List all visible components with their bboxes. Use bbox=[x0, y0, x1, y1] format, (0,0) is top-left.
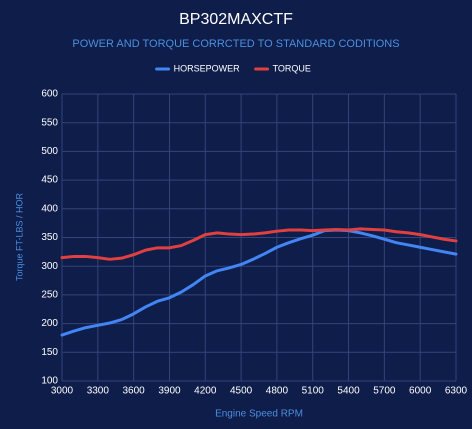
y-tick-label: 150 bbox=[41, 347, 58, 358]
y-tick-label: 250 bbox=[41, 290, 58, 301]
x-tick-label: 3300 bbox=[87, 386, 110, 397]
legend-label: HORSEPOWER bbox=[174, 63, 241, 73]
series-line bbox=[60, 228, 458, 337]
y-tick-label: 300 bbox=[41, 261, 58, 272]
legend-label: TORQUE bbox=[273, 63, 311, 73]
x-tick-label: 5700 bbox=[373, 386, 396, 397]
y-axis-label: Torque FT-LBS / HOR bbox=[14, 192, 24, 281]
y-tick-label: 550 bbox=[41, 117, 58, 128]
y-tick-label: 100 bbox=[41, 376, 58, 387]
series-line bbox=[60, 227, 458, 261]
x-tick-label: 6000 bbox=[409, 386, 432, 397]
y-tick-label: 350 bbox=[41, 232, 58, 243]
x-tick-label: 6300 bbox=[445, 386, 468, 397]
x-tick-label: 4800 bbox=[266, 386, 289, 397]
x-tick-label: 3900 bbox=[158, 386, 181, 397]
chart-subtitle: POWER AND TORQUE CORRCTED TO STANDARD CO… bbox=[72, 38, 399, 50]
chart-title: BP302MAXCTF bbox=[179, 11, 293, 28]
x-tick-label: 5100 bbox=[302, 386, 325, 397]
x-tick-label: 4500 bbox=[230, 386, 253, 397]
x-tick-label: 4200 bbox=[194, 386, 217, 397]
x-tick-label: 5400 bbox=[337, 386, 360, 397]
x-axis-label: Engine Speed RPM bbox=[215, 409, 303, 420]
y-tick-label: 200 bbox=[41, 318, 58, 329]
y-tick-label: 600 bbox=[41, 89, 58, 100]
y-tick-label: 400 bbox=[41, 203, 58, 214]
x-tick-label: 3000 bbox=[51, 386, 74, 397]
x-tick-label: 3600 bbox=[123, 386, 146, 397]
y-tick-label: 450 bbox=[41, 175, 58, 186]
y-tick-label: 500 bbox=[41, 146, 58, 157]
